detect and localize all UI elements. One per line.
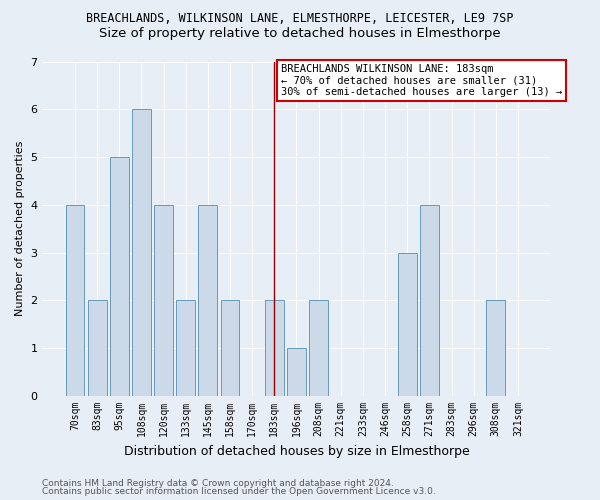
Text: BREACHLANDS, WILKINSON LANE, ELMESTHORPE, LEICESTER, LE9 7SP: BREACHLANDS, WILKINSON LANE, ELMESTHORPE… [86,12,514,26]
Bar [88,300,107,396]
Bar [154,205,173,396]
Text: Size of property relative to detached houses in Elmesthorpe: Size of property relative to detached ho… [99,28,501,40]
Bar [199,205,217,396]
Bar [398,252,416,396]
Bar [309,300,328,396]
X-axis label: Distribution of detached houses by size in Elmesthorpe: Distribution of detached houses by size … [124,444,469,458]
Bar [487,300,505,396]
Bar [287,348,306,396]
Bar [176,300,195,396]
Bar [110,157,129,396]
Y-axis label: Number of detached properties: Number of detached properties [15,141,25,316]
Bar [221,300,239,396]
Bar [65,205,85,396]
Bar [420,205,439,396]
Text: BREACHLANDS WILKINSON LANE: 183sqm
← 70% of detached houses are smaller (31)
30%: BREACHLANDS WILKINSON LANE: 183sqm ← 70%… [281,64,562,97]
Text: Contains HM Land Registry data © Crown copyright and database right 2024.: Contains HM Land Registry data © Crown c… [42,478,394,488]
Bar [265,300,284,396]
Text: Contains public sector information licensed under the Open Government Licence v3: Contains public sector information licen… [42,487,436,496]
Bar [132,110,151,396]
